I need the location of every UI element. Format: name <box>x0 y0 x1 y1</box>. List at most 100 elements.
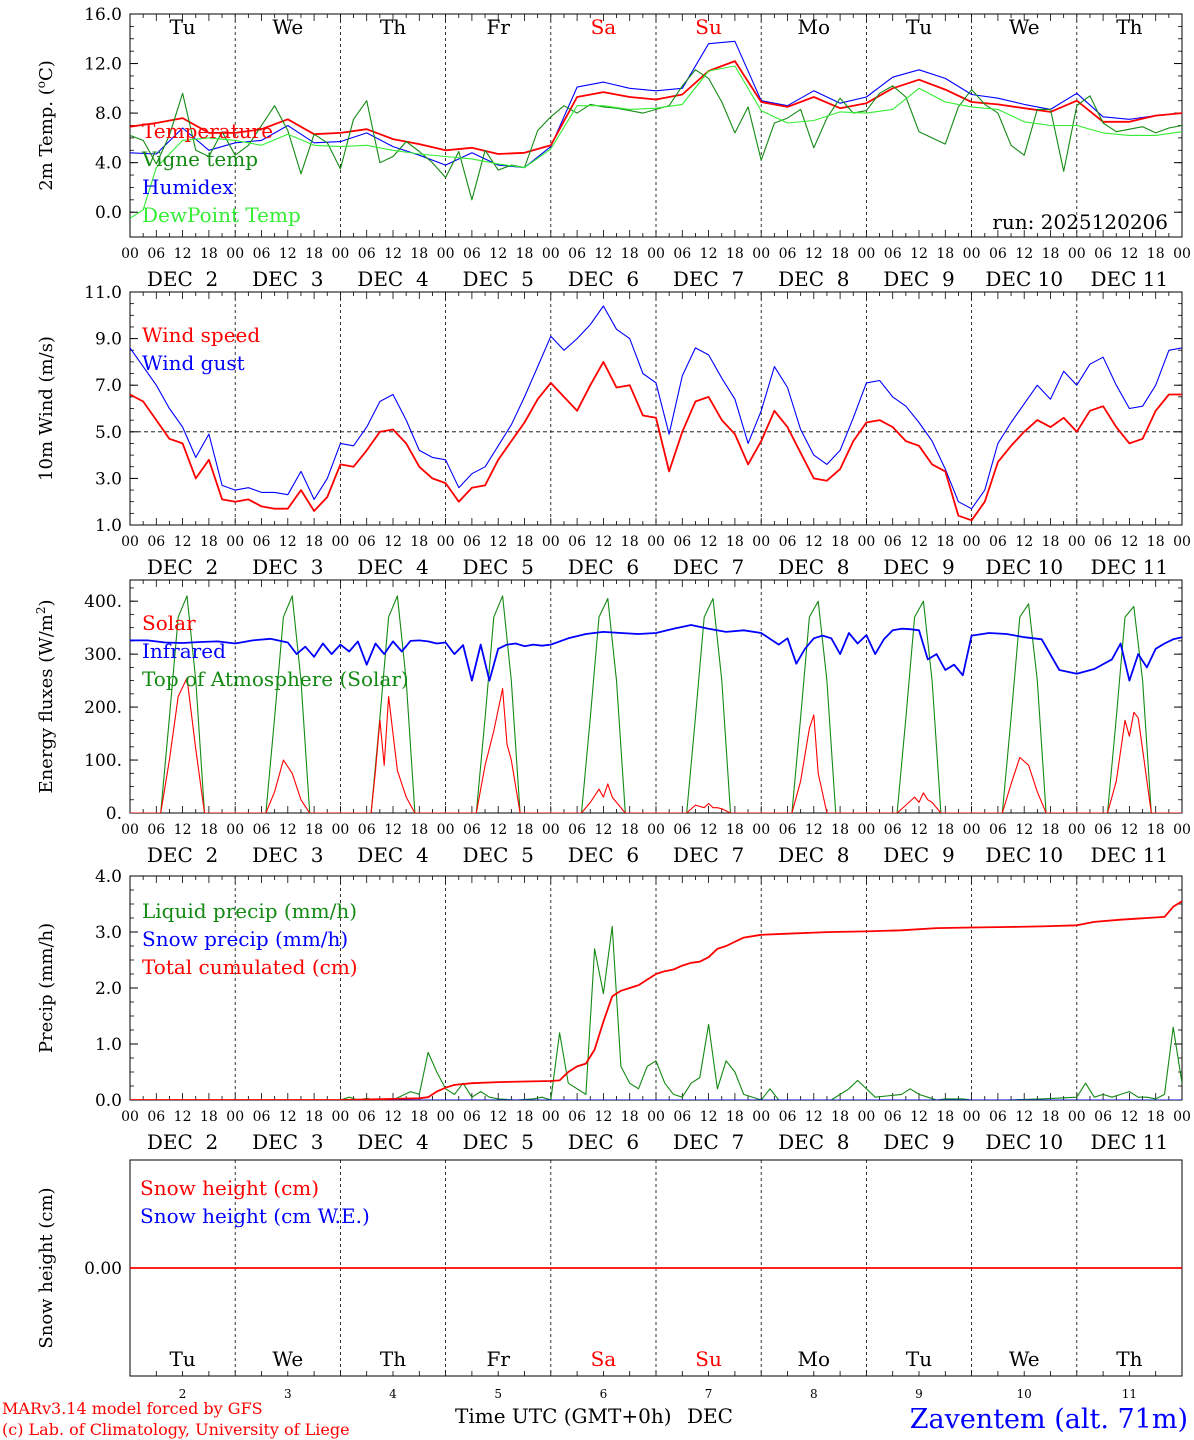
hour-tick-label: 00 <box>121 246 139 262</box>
hour-tick-label: 00 <box>647 246 665 262</box>
date-label: DEC 6 <box>568 1130 639 1154</box>
date-label: DEC 9 <box>883 267 954 291</box>
hour-tick-label: 06 <box>358 246 376 262</box>
hour-tick-label: 12 <box>594 822 612 838</box>
hour-tick-label: 00 <box>857 822 875 838</box>
hour-tick-label: 00 <box>963 1109 981 1125</box>
y-axis-label: Precip (mm/h) <box>36 923 57 1053</box>
date-label: DEC 7 <box>673 843 744 867</box>
day-number: 4 <box>389 1387 397 1401</box>
hour-tick-label: 06 <box>147 822 165 838</box>
hour-tick-label: 18 <box>410 1109 428 1125</box>
weekday-label: We <box>272 15 303 39</box>
y-tick-label: 4.0 <box>95 867 122 887</box>
weekday-label: Mo <box>798 1347 831 1371</box>
hour-tick-label: 12 <box>489 822 507 838</box>
hour-tick-label: 06 <box>253 1109 271 1125</box>
hour-tick-label: 12 <box>174 246 192 262</box>
date-label: DEC 4 <box>357 555 428 579</box>
hour-tick-label: 06 <box>779 1109 797 1125</box>
hour-tick-label: 12 <box>700 534 718 550</box>
hour-tick-label: 12 <box>489 1109 507 1125</box>
hour-tick-label: 00 <box>963 822 981 838</box>
day-number: 5 <box>494 1387 502 1401</box>
hour-tick-label: 12 <box>384 1109 402 1125</box>
hour-tick-label: 00 <box>1173 246 1191 262</box>
panel-energy: 0. 100. 200. 300. 400. Energy fluxes (W/m2) So… <box>34 579 1191 867</box>
hour-tick-label: 06 <box>463 246 481 262</box>
hour-tick-label: 12 <box>1015 246 1033 262</box>
legend-entry: Liquid precip (mm/h) <box>142 899 357 923</box>
hour-tick-label: 18 <box>831 534 849 550</box>
hour-tick-label: 12 <box>174 1109 192 1125</box>
legend-entry: DewPoint Temp <box>142 203 301 227</box>
hour-tick-label: 12 <box>805 246 823 262</box>
y-tick-label: 100. <box>84 751 122 771</box>
hour-tick-label: 12 <box>384 246 402 262</box>
hour-tick-label: 18 <box>516 246 534 262</box>
date-label: DEC 8 <box>778 843 849 867</box>
hour-tick-label: 06 <box>1094 822 1112 838</box>
hour-tick-label: 18 <box>200 534 218 550</box>
series-humidex <box>130 40 1182 169</box>
hour-tick-label: 18 <box>1147 534 1165 550</box>
hour-tick-label: 00 <box>121 1109 139 1125</box>
hour-tick-label: 00 <box>857 534 875 550</box>
y-tick-label: 300. <box>84 645 122 665</box>
hour-tick-label: 18 <box>1147 1109 1165 1125</box>
y-tick-label: 16.0 <box>84 5 122 25</box>
panel-wind: 1.0 3.0 5.0 7.0 9.0 11.0 10m Wind (m/s) Wind sp… <box>36 283 1191 579</box>
hour-tick-label: 18 <box>1042 1109 1060 1125</box>
series-infrared <box>130 624 1182 682</box>
date-label: DEC 7 <box>673 1130 744 1154</box>
date-label: DEC 2 <box>147 267 218 291</box>
hour-tick-label: 18 <box>1042 246 1060 262</box>
day-number: 11 <box>1122 1387 1137 1401</box>
hour-tick-label: 00 <box>331 534 349 550</box>
hour-tick-label: 12 <box>594 246 612 262</box>
hour-tick-label: 06 <box>779 246 797 262</box>
hour-tick-label: 18 <box>936 1109 954 1125</box>
date-label: DEC 11 <box>1091 267 1169 291</box>
hour-tick-label: 00 <box>542 1109 560 1125</box>
day-number: 8 <box>810 1387 818 1401</box>
hour-tick-label: 18 <box>200 822 218 838</box>
hour-tick-label: 18 <box>410 534 428 550</box>
date-label: DEC 6 <box>568 843 639 867</box>
hour-tick-label: 06 <box>1094 534 1112 550</box>
hour-tick-label: 06 <box>884 534 902 550</box>
date-label: DEC 11 <box>1091 843 1169 867</box>
hour-tick-label: 00 <box>542 534 560 550</box>
weekday-label: Th <box>1116 15 1142 39</box>
hour-tick-label: 00 <box>331 822 349 838</box>
hour-tick-label: 00 <box>1068 534 1086 550</box>
y-tick-label: 0.00 <box>84 1259 122 1279</box>
hour-tick-label: 00 <box>121 534 139 550</box>
date-label: DEC 2 <box>147 843 218 867</box>
date-label: DEC 6 <box>568 267 639 291</box>
series-wind-speed <box>130 360 1182 522</box>
weekday-label: Th <box>380 15 406 39</box>
legend-entry: Snow height (cm W.E.) <box>140 1204 370 1228</box>
hour-tick-label: 06 <box>358 1109 376 1125</box>
hour-tick-label: 12 <box>700 822 718 838</box>
hour-tick-label: 00 <box>857 1109 875 1125</box>
hour-tick-label: 12 <box>700 246 718 262</box>
weekday-label: Tu <box>169 1347 195 1371</box>
hour-tick-label: 06 <box>1094 1109 1112 1125</box>
hour-tick-label: 12 <box>1015 1109 1033 1125</box>
weekday-label: We <box>1009 15 1040 39</box>
day-number: 10 <box>1017 1387 1032 1401</box>
y-tick-label: 11.0 <box>84 283 122 303</box>
hour-tick-label: 00 <box>647 534 665 550</box>
hour-tick-label: 18 <box>726 1109 744 1125</box>
date-label: DEC 7 <box>673 267 744 291</box>
weekday-label: Su <box>695 15 722 39</box>
hour-tick-label: 06 <box>253 822 271 838</box>
hour-tick-label: 06 <box>463 822 481 838</box>
date-label: DEC 2 <box>147 1130 218 1154</box>
y-tick-label: 1.0 <box>95 516 122 536</box>
series-top-of-atmosphere-solar- <box>130 595 1182 813</box>
y-axis-label: Energy fluxes (W/m2) <box>34 599 57 793</box>
hour-tick-label: 06 <box>884 1109 902 1125</box>
